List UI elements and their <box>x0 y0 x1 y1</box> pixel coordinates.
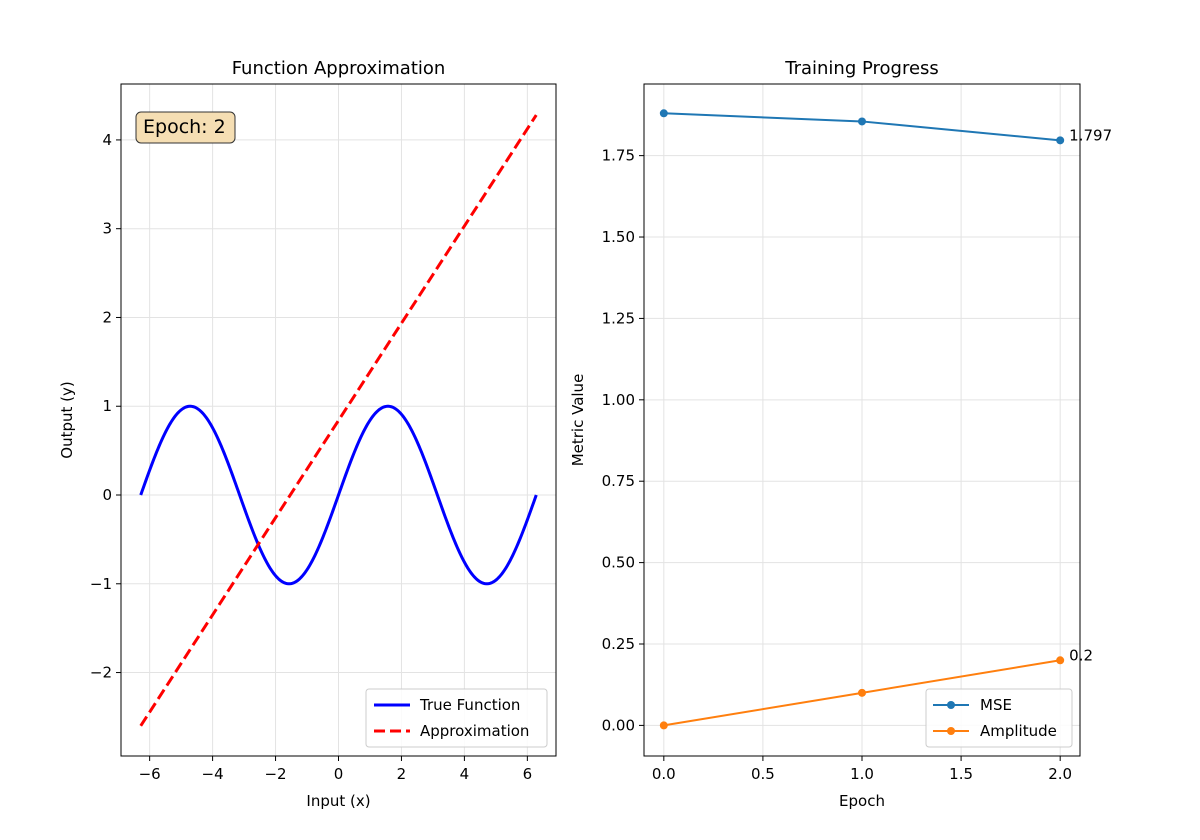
y-tick-label: 0.50 <box>602 554 635 572</box>
x-axis-label: Input (x) <box>306 792 370 810</box>
x-tick-label: −4 <box>202 765 224 783</box>
y-tick-label: 0.25 <box>602 635 635 653</box>
chart-title: Training Progress <box>784 58 939 79</box>
series-line-approximation <box>139 114 538 727</box>
x-tick-label: −2 <box>264 765 286 783</box>
grid <box>644 84 1080 756</box>
y-tick-label: 1.75 <box>602 147 635 165</box>
chart-title: Function Approximation <box>232 58 446 79</box>
x-tick-label: 0.5 <box>751 765 775 783</box>
epoch-annotation-box <box>135 111 236 144</box>
y-tick-label: 1.25 <box>602 309 635 327</box>
x-tick-label: 2.0 <box>1048 765 1072 783</box>
y-tick-label: −1 <box>90 575 112 593</box>
end-label-mse: 1.797 <box>1069 126 1112 144</box>
legend-box <box>925 688 1073 748</box>
y-tick-label: 1.50 <box>602 228 635 246</box>
data-point-amplitude <box>858 688 866 697</box>
y-axis-label: Metric Value <box>569 374 587 467</box>
axes-frame <box>120 83 557 757</box>
legend-box <box>365 688 548 748</box>
x-tick-label: 0.0 <box>652 765 676 783</box>
epoch-annotation: Epoch: 2 <box>135 111 236 144</box>
y-tick-label: 4 <box>102 131 112 149</box>
legend-marker-mse <box>947 701 955 709</box>
data-point-mse <box>858 117 866 126</box>
y-tick-label: 1 <box>102 397 112 415</box>
legend-label-amplitude: Amplitude <box>980 722 1057 740</box>
x-tick-label: −6 <box>139 765 161 783</box>
y-tick-label: −2 <box>90 664 112 682</box>
series-lines <box>139 114 538 727</box>
data-point-mse <box>1056 136 1065 145</box>
y-axis-label: Output (y) <box>58 381 76 458</box>
y-tick-label: 0.00 <box>602 716 635 734</box>
x-tick-label: 0 <box>334 765 344 783</box>
x-tick-label: 1.0 <box>850 765 874 783</box>
epoch-annotation-text: Epoch: 2 <box>143 116 226 138</box>
legend: True Function Approximation <box>365 688 548 748</box>
y-tick-label: 2 <box>102 308 112 326</box>
y-tick-label: 1.00 <box>602 391 635 409</box>
data-point-amplitude <box>659 721 668 730</box>
legend: MSE Amplitude <box>925 688 1073 748</box>
x-tick-label: 6 <box>523 765 533 783</box>
y-tick-label: 0.75 <box>602 472 635 490</box>
legend-label-approximation: Approximation <box>420 722 529 740</box>
legend-label-true-function: True Function <box>419 696 520 714</box>
y-tick-label: 0 <box>102 486 112 504</box>
function-approximation-panel: −6 −4 −2 0 2 4 6 −2 −1 0 1 2 3 4 Function Approximati… <box>58 58 557 810</box>
data-point-mse <box>659 109 668 118</box>
series-lines <box>659 109 1065 730</box>
series-line-true-function <box>139 404 538 586</box>
x-tick-label: 1.5 <box>949 765 973 783</box>
x-axis-label: Epoch <box>839 792 885 810</box>
end-labels: 1.797 0.2 <box>1069 126 1112 664</box>
y-tick-label: 3 <box>102 220 112 238</box>
ticks: 0.0 0.5 1.0 1.5 2.0 0.00 0.25 0.50 0.75 1.00 1.25 1… <box>602 147 1073 783</box>
axes-frame <box>643 83 1081 757</box>
training-progress-panel: 0.0 0.5 1.0 1.5 2.0 0.00 0.25 0.50 0.75 1.00 1.25 1… <box>569 58 1112 810</box>
data-point-amplitude <box>1056 656 1065 665</box>
x-tick-label: 4 <box>460 765 470 783</box>
end-label-amplitude: 0.2 <box>1069 646 1093 664</box>
ticks: −6 −4 −2 0 2 4 6 −2 −1 0 1 2 3 4 <box>90 131 532 783</box>
legend-label-mse: MSE <box>980 696 1012 714</box>
x-tick-label: 2 <box>397 765 407 783</box>
legend-marker-amplitude <box>947 727 955 735</box>
